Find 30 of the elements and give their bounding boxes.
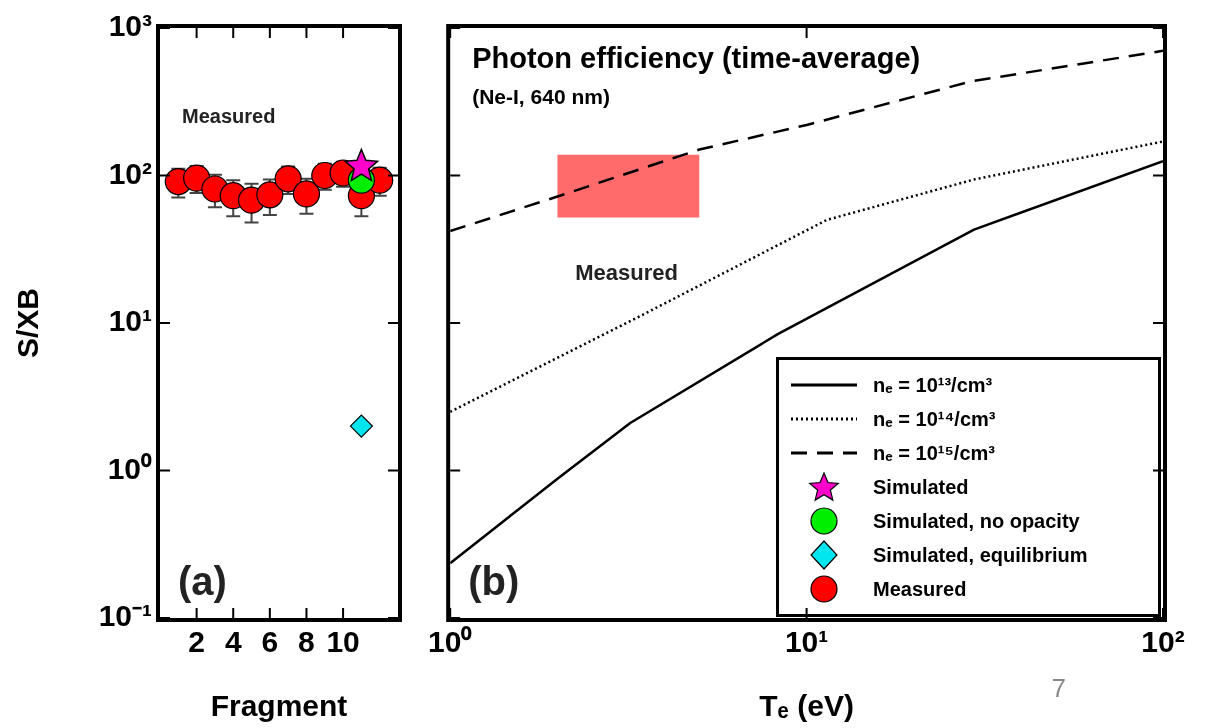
x-tick-label: 6 xyxy=(261,625,279,659)
legend-label: nₑ = 10¹³/cm³ xyxy=(873,373,993,397)
legend-label: Simulated xyxy=(873,475,969,499)
legend-label: nₑ = 10¹⁵/cm³ xyxy=(873,441,995,465)
y-tick-label: 10³ xyxy=(108,9,153,43)
legend-label: Simulated, equilibrium xyxy=(873,543,1088,567)
annotation: Measured xyxy=(182,105,276,127)
x-axis-title: Fragment xyxy=(210,689,348,723)
text: 7 xyxy=(1051,673,1066,704)
y-axis-title: S/XB xyxy=(11,287,45,359)
x-tick-label: 10 xyxy=(326,625,360,659)
legend-label: Simulated, no opacity xyxy=(873,509,1080,533)
x-tick-label: 8 xyxy=(298,625,315,659)
text: Photon efficiency (time-average) xyxy=(472,42,921,74)
y-tick-label: 10⁰ xyxy=(107,451,152,485)
y-tick-label: 10⁻¹ xyxy=(98,599,153,633)
text: (Ne-I, 640 nm) xyxy=(472,85,610,108)
annotation: (b) xyxy=(468,559,520,604)
legend-label: nₑ = 10¹⁴/cm³ xyxy=(873,407,996,431)
annotation: (a) xyxy=(178,559,227,604)
x-axis-title: Tₑ (eV) xyxy=(759,689,854,723)
x-tick-label: 10² xyxy=(1141,625,1185,659)
x-tick-label: 2 xyxy=(188,625,205,659)
legend-label: Measured xyxy=(873,577,967,601)
x-tick-label: 10⁰ xyxy=(428,625,473,659)
y-tick-label: 10¹ xyxy=(108,304,153,338)
annotation: Measured xyxy=(575,260,678,285)
y-tick-label: 10² xyxy=(108,156,153,190)
x-tick-label: 10¹ xyxy=(784,625,829,659)
x-tick-label: 4 xyxy=(224,625,242,659)
